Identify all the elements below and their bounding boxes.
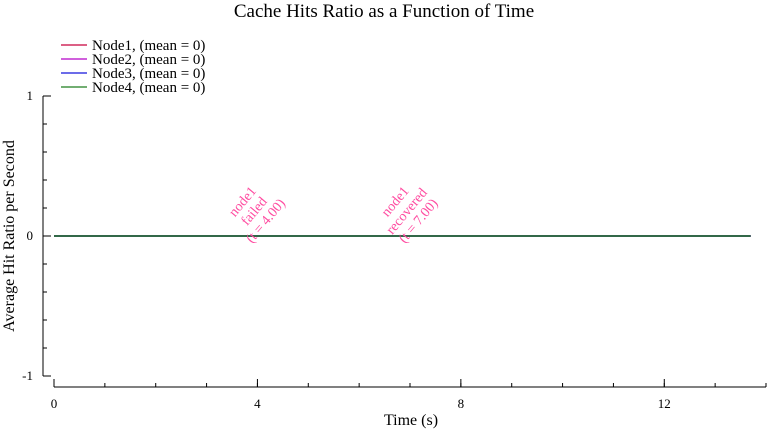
- legend-label-2: Node2, (mean = 0): [92, 52, 205, 68]
- x-axis-label: Time (s): [384, 412, 438, 429]
- chart-title: Cache Hits Ratio as a Function of Time: [234, 1, 534, 22]
- x-tick-label: 12: [658, 396, 671, 411]
- x-tick-label: 0: [51, 396, 58, 411]
- y-tick-label: 1: [27, 88, 34, 103]
- legend-label-1: Node1, (mean = 0): [92, 38, 205, 54]
- legend-label-3: Node3, (mean = 0): [92, 66, 205, 82]
- y-tick-label: -1: [22, 368, 33, 383]
- legend: Node1, (mean = 0)Node2, (mean = 0)Node3,…: [61, 38, 205, 96]
- legend-label-4: Node4, (mean = 0): [92, 80, 205, 96]
- x-tick-label: 4: [254, 396, 261, 411]
- x-tick-label: 8: [458, 396, 465, 411]
- axes: -1 0 1 0 4 8 12: [22, 88, 767, 411]
- y-axis-label: Average Hit Ratio per Second: [1, 140, 18, 332]
- y-tick-label: 0: [27, 228, 34, 243]
